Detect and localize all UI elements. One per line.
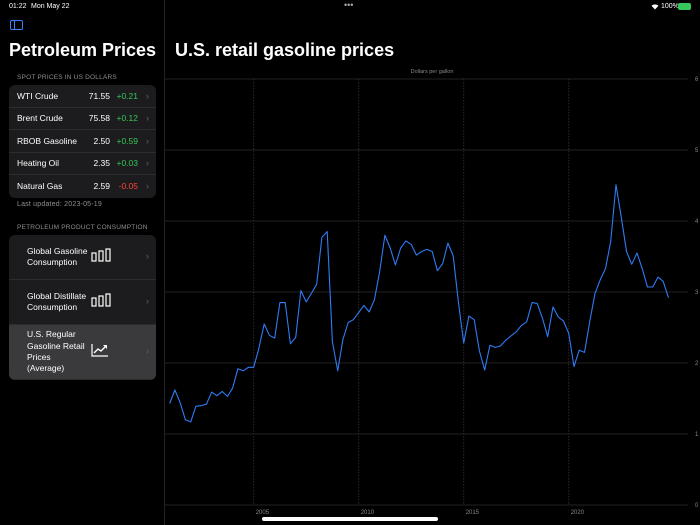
x-tick-label: 2015 xyxy=(466,510,480,516)
consumption-label: U.S. Regular Gasoline Retail Prices (Ave… xyxy=(27,329,85,374)
chevron-right-icon: › xyxy=(146,296,149,307)
spot-price-row[interactable]: Natural Gas 2.59 -0.05 › xyxy=(9,175,156,198)
commodity-change: +0.12 xyxy=(116,113,138,124)
sidebar: Petroleum Prices SPOT PRICES IN US DOLLA… xyxy=(0,0,164,525)
y-tick-label: 4 xyxy=(695,219,699,225)
status-time: 01:22 xyxy=(9,3,27,10)
split-divider[interactable] xyxy=(164,0,165,525)
consumption-section-header: PETROLEUM PRODUCT CONSUMPTION xyxy=(17,224,148,231)
commodity-change: +0.21 xyxy=(116,90,138,101)
consumption-row[interactable]: Global Distillate Consumption › xyxy=(9,280,156,325)
bar-chart-icon xyxy=(91,248,111,265)
spot-price-row[interactable]: WTI Crude 71.55 +0.21 › xyxy=(9,85,156,108)
commodity-price: 71.55 xyxy=(88,90,110,101)
line-chart-icon xyxy=(91,343,109,360)
chevron-right-icon: › xyxy=(146,90,149,101)
consumption-row[interactable]: Global Gasoline Consumption › xyxy=(9,235,156,280)
consumption-list: Global Gasoline Consumption › Global Dist… xyxy=(9,235,156,380)
x-tick-label: 2020 xyxy=(571,510,585,516)
last-updated: Last updated: 2023-05-19 xyxy=(17,201,102,208)
x-tick-label: 2010 xyxy=(361,510,375,516)
chevron-right-icon: › xyxy=(146,346,149,357)
commodity-price: 75.58 xyxy=(88,113,110,124)
sidebar-icon[interactable] xyxy=(10,20,23,30)
y-tick-label: 0 xyxy=(695,503,699,509)
spot-price-row[interactable]: RBOB Gasoline 2.50 +0.59 › xyxy=(9,130,156,153)
y-tick-label: 5 xyxy=(695,148,699,154)
consumption-label: Global Gasoline Consumption xyxy=(27,245,88,267)
commodity-price: 2.59 xyxy=(93,181,110,192)
commodity-change: -0.05 xyxy=(118,181,138,192)
consumption-row[interactable]: U.S. Regular Gasoline Retail Prices (Ave… xyxy=(9,325,156,380)
chevron-right-icon: › xyxy=(146,251,149,262)
commodity-name: Brent Crude xyxy=(17,113,63,124)
sidebar-title: Petroleum Prices xyxy=(9,40,157,60)
commodity-name: Natural Gas xyxy=(17,181,63,192)
status-date: Mon May 22 xyxy=(31,3,70,10)
spot-prices-list: WTI Crude 71.55 +0.21 › Brent Crude 75.58… xyxy=(9,85,156,198)
commodity-price: 2.35 xyxy=(93,158,110,169)
commodity-price: 2.50 xyxy=(93,135,110,146)
commodity-name: WTI Crude xyxy=(17,90,59,101)
spot-price-row[interactable]: Heating Oil 2.35 +0.03 › xyxy=(9,153,156,175)
spot-section-header: SPOT PRICES IN US DOLLARS xyxy=(17,74,117,81)
y-axis-label: Dollars per gallon xyxy=(411,69,454,75)
y-tick-label: 2 xyxy=(695,361,699,367)
y-tick-label: 6 xyxy=(695,77,699,83)
commodity-change: +0.59 xyxy=(116,135,138,146)
battery-percent: 100% xyxy=(661,3,679,10)
wifi-icon xyxy=(651,3,659,12)
price-series-line xyxy=(169,184,670,423)
commodity-name: RBOB Gasoline xyxy=(17,135,77,146)
spot-price-row[interactable]: Brent Crude 75.58 +0.12 › xyxy=(9,108,156,130)
y-tick-label: 1 xyxy=(695,432,699,438)
chevron-right-icon: › xyxy=(146,135,149,146)
x-tick-label: 2005 xyxy=(256,510,270,516)
chevron-right-icon: › xyxy=(146,113,149,124)
commodity-name: Heating Oil xyxy=(17,158,60,169)
consumption-label: Global Distillate Consumption xyxy=(27,290,87,312)
multitasking-dots-icon[interactable]: ••• xyxy=(344,0,354,10)
commodity-change: +0.03 xyxy=(116,158,138,169)
chevron-right-icon: › xyxy=(146,158,149,169)
chevron-right-icon: › xyxy=(146,181,149,192)
data-points xyxy=(169,184,669,422)
bar-chart-icon xyxy=(91,293,111,310)
chart-page-title: U.S. retail gasoline prices xyxy=(175,40,395,60)
y-tick-label: 3 xyxy=(695,290,699,296)
home-indicator[interactable] xyxy=(262,517,438,521)
battery-charging-icon xyxy=(678,3,691,10)
